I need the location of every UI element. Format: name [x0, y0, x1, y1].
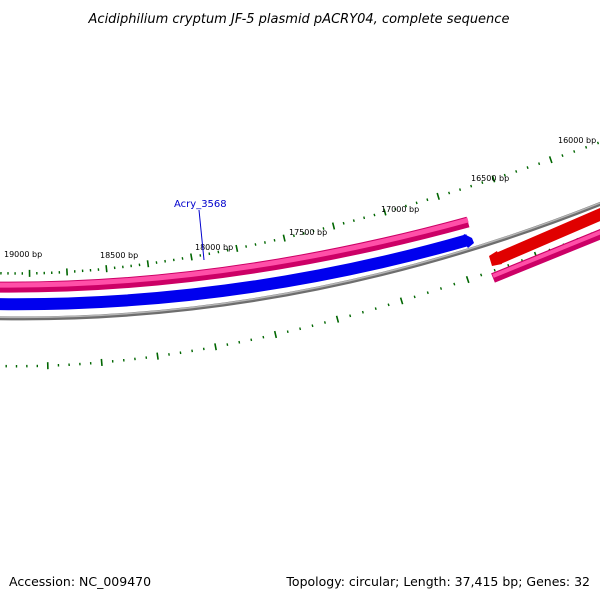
minor-tick-mark — [470, 184, 473, 188]
minor-tick-mark — [387, 303, 390, 307]
summary-text: Topology: circular; Length: 37,415 bp; G… — [285, 574, 590, 589]
minor-tick-mark — [349, 314, 352, 318]
accession-text: Accession: NC_009470 — [9, 574, 151, 589]
major-tick-mark — [214, 343, 217, 351]
minor-tick-mark — [250, 338, 253, 342]
minor-tick-mark — [299, 327, 302, 331]
minor-tick-mark — [363, 216, 366, 220]
gene-band-red[interactable] — [494, 208, 600, 265]
minor-tick-mark — [273, 238, 276, 242]
gene-band-pink-inner-highlight — [492, 230, 600, 278]
minor-tick-mark — [312, 229, 315, 233]
backbone-line — [0, 201, 600, 321]
minor-tick-mark — [493, 268, 496, 272]
major-tick-mark — [383, 208, 387, 216]
major-tick-mark — [273, 330, 278, 339]
major-tick-mark — [190, 253, 193, 261]
minor-tick-mark — [515, 170, 518, 173]
gene-arrow-blue — [462, 234, 474, 248]
tick-label-17500: 17500 bp — [289, 228, 327, 237]
minor-tick-mark — [373, 213, 376, 217]
tick-label-19000: 19000 bp — [4, 250, 42, 259]
minor-tick-mark — [426, 198, 429, 202]
gene-arrow-red — [489, 251, 502, 266]
minor-tick-mark — [415, 201, 418, 205]
tick-label-18000: 18000 bp — [195, 243, 233, 252]
major-tick-mark — [335, 315, 340, 323]
minor-tick-mark — [322, 227, 325, 230]
minor-tick-mark — [292, 234, 295, 238]
gene-band-pink-outer-highlight — [0, 217, 469, 288]
minor-tick-mark — [342, 221, 345, 225]
minor-tick-mark — [448, 191, 451, 195]
minor-tick-mark — [226, 248, 229, 252]
minor-tick-mark — [596, 141, 600, 145]
minor-tick-mark — [264, 241, 266, 244]
major-tick-mark — [100, 358, 103, 366]
minor-tick-mark — [311, 324, 314, 328]
minor-tick-mark — [585, 145, 588, 149]
map-title: Acidiphilium cryptum JF-5 plasmid pACRY0… — [88, 12, 510, 27]
backbone-line-highlight — [0, 202, 600, 319]
major-tick-mark — [331, 222, 336, 230]
minor-tick-mark — [245, 245, 248, 248]
tick-label-18500: 18500 bp — [100, 251, 138, 260]
major-tick-mark — [491, 175, 496, 183]
minor-tick-mark — [503, 173, 506, 177]
minor-tick-mark — [507, 263, 510, 267]
minor-tick-mark — [323, 321, 326, 324]
minor-tick-mark — [302, 232, 305, 235]
major-tick-mark — [105, 265, 108, 273]
minor-tick-mark — [481, 181, 484, 185]
minor-tick-mark — [426, 291, 429, 295]
gene-band-blue[interactable] — [0, 234, 470, 311]
major-tick-mark — [156, 352, 159, 360]
minor-tick-mark — [561, 154, 564, 158]
major-tick-mark — [465, 276, 470, 284]
minor-tick-mark — [374, 307, 377, 310]
major-tick-mark — [436, 192, 440, 200]
minor-tick-mark — [404, 204, 407, 208]
minor-tick-mark — [262, 335, 265, 339]
major-tick-mark — [146, 260, 150, 268]
minor-tick-mark — [573, 150, 576, 153]
major-tick-mark — [399, 297, 404, 305]
minor-tick-mark — [352, 219, 355, 222]
minor-tick-mark — [526, 166, 529, 170]
minor-tick-mark — [459, 188, 462, 191]
minor-tick-mark — [286, 330, 289, 334]
gene-label-leader-line — [198, 209, 205, 261]
minor-tick-mark — [538, 162, 541, 166]
minor-tick-mark — [238, 340, 241, 344]
minor-tick-mark — [361, 310, 364, 314]
major-tick-mark — [235, 244, 239, 252]
major-tick-mark — [548, 156, 553, 164]
major-tick-mark — [282, 234, 286, 242]
inner-tick-ring — [5, 232, 593, 370]
minor-tick-mark — [480, 273, 483, 277]
tick-label-16500: 16500 bp — [471, 174, 509, 183]
gene-label-acry-3568[interactable]: Acry_3568 — [174, 199, 227, 210]
minor-tick-mark — [217, 250, 220, 254]
minor-tick-mark — [413, 295, 416, 299]
outer-tick-ring — [0, 141, 600, 277]
minor-tick-mark — [226, 343, 229, 346]
minor-tick-mark — [439, 287, 443, 290]
minor-tick-mark — [254, 243, 257, 246]
minor-tick-mark — [453, 282, 456, 286]
tick-label-17000: 17000 bp — [381, 205, 419, 214]
minor-tick-mark — [394, 207, 397, 211]
tick-label-16000: 16000 bp — [558, 136, 596, 145]
